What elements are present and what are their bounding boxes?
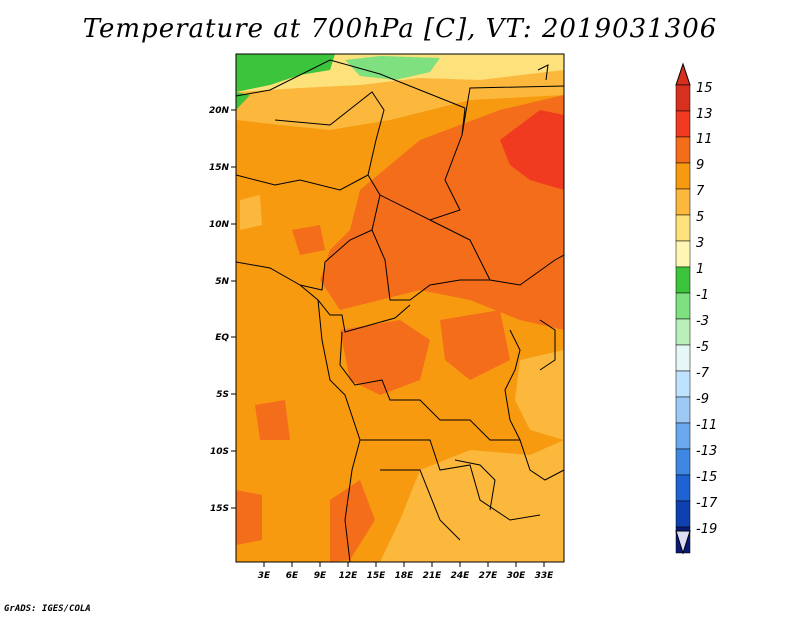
colorbar-label: 15 xyxy=(696,81,713,96)
border-e1 xyxy=(504,329,564,481)
colorbar-label: -3 xyxy=(696,314,709,329)
lat-label-15n: 15N xyxy=(209,163,230,173)
country-borders xyxy=(236,59,564,562)
lon-label-30e: 30E xyxy=(507,571,527,581)
coast-gulf xyxy=(236,261,411,333)
border-n3 xyxy=(461,85,564,136)
lat-label-20n: 20N xyxy=(209,106,230,116)
colorbar-top-cap xyxy=(675,62,691,86)
colorbar-cell xyxy=(675,240,691,268)
colorbar-cell xyxy=(675,500,691,528)
colorbar-cell xyxy=(675,110,691,138)
colorbar-cell xyxy=(675,84,691,112)
lon-label-27e: 27E xyxy=(479,571,499,581)
border-n1 xyxy=(236,59,466,109)
colorbar-bottom-cap xyxy=(675,530,691,555)
border-s1 xyxy=(339,331,520,441)
colorbar-cell xyxy=(675,188,691,216)
colorbar-label: -15 xyxy=(696,470,717,485)
colorbar-label: -13 xyxy=(696,444,717,459)
border-s2 xyxy=(360,439,541,521)
colorbar: 15 13 11 9 7 5 3 1 -1 -3 -5 -7 -9 -11 -1… xyxy=(675,62,718,555)
lat-label-5s: 5S xyxy=(216,390,229,400)
lon-label-15e: 15E xyxy=(367,571,387,581)
colorbar-cell xyxy=(675,422,691,450)
field-warm-patch-congo xyxy=(340,320,430,395)
field-green-mid xyxy=(345,56,440,80)
colorbar-cell xyxy=(675,474,691,502)
border-c2 xyxy=(299,194,381,291)
colorbar-cell xyxy=(675,214,691,242)
border-c5 xyxy=(371,229,490,301)
colorbar-label: -17 xyxy=(696,496,718,511)
field-hot-spot xyxy=(500,110,564,190)
field-warm-patch-east xyxy=(440,310,510,380)
field-south-band xyxy=(380,440,564,562)
lon-label-18e: 18E xyxy=(395,571,415,581)
map-frame xyxy=(235,53,565,563)
lon-label-24e: 24E xyxy=(451,571,471,581)
lon-label-33e: 33E xyxy=(535,571,555,581)
colorbar-label: 13 xyxy=(696,107,713,122)
border-c1 xyxy=(236,174,369,191)
coast-west xyxy=(317,299,361,562)
lat-label-10s: 10S xyxy=(210,447,229,457)
lat-label-eq: EQ xyxy=(215,333,229,343)
lat-axis: 20N 15N 10N 5N EQ 5S 10S 15S xyxy=(209,106,236,514)
colorbar-label: 7 xyxy=(696,184,705,199)
lat-label-15s: 15S xyxy=(210,504,229,514)
colorbar-label: -19 xyxy=(696,522,717,537)
lon-label-21e: 21E xyxy=(423,571,443,581)
colorbar-label: -7 xyxy=(696,366,710,381)
colorbar-label: -11 xyxy=(696,418,717,433)
temperature-field xyxy=(236,54,564,562)
field-west-light xyxy=(240,195,262,230)
credit-text: GrADS: IGES/COLA xyxy=(4,604,91,614)
colorbar-cell xyxy=(675,396,691,424)
lon-axis: 3E 6E 9E 12E 15E 18E 21E 24E 27E 30E 33E xyxy=(258,562,554,581)
colorbar-cell xyxy=(675,370,691,398)
colorbar-cell xyxy=(675,448,691,476)
lat-label-5n: 5N xyxy=(215,277,229,287)
border-c3 xyxy=(379,134,463,221)
field-warm-patch-west xyxy=(292,225,325,255)
colorbar-label: 3 xyxy=(696,236,704,251)
lon-label-6e: 6E xyxy=(286,571,299,581)
field-warm-patch-coast xyxy=(255,400,290,440)
colorbar-cell xyxy=(675,344,691,372)
colorbar-label: -5 xyxy=(696,340,709,355)
field-warm-patch-s xyxy=(330,480,375,562)
colorbar-label: -1 xyxy=(696,288,709,303)
colorbar-cell xyxy=(675,318,691,346)
field-east-light xyxy=(515,350,564,440)
colorbar-label: 1 xyxy=(696,262,704,277)
border-c4 xyxy=(429,219,564,286)
colorbar-cell xyxy=(675,136,691,164)
colorbar-label: 5 xyxy=(696,210,704,225)
lat-label-10n: 10N xyxy=(209,220,230,230)
border-s3 xyxy=(454,459,496,511)
colorbar-label: -9 xyxy=(696,392,709,407)
colorbar-cell xyxy=(675,162,691,190)
chart-title: Temperature at 700hPa [C], VT: 201903130… xyxy=(82,14,718,44)
lon-label-9e: 9E xyxy=(314,571,327,581)
lake-victoria xyxy=(539,319,556,371)
field-green-edge xyxy=(236,92,250,110)
coast-ne xyxy=(537,64,549,81)
field-green-west xyxy=(236,54,335,92)
border-s4 xyxy=(380,469,461,541)
colorbar-cell xyxy=(675,266,691,294)
lon-label-3e: 3E xyxy=(258,571,271,581)
colorbar-label: 11 xyxy=(696,132,713,147)
colorbar-cell xyxy=(675,292,691,320)
field-warm-patch-sw xyxy=(236,490,262,545)
lon-label-12e: 12E xyxy=(339,571,359,581)
field-warm-core xyxy=(320,95,564,330)
colorbar-label: 9 xyxy=(696,158,704,173)
